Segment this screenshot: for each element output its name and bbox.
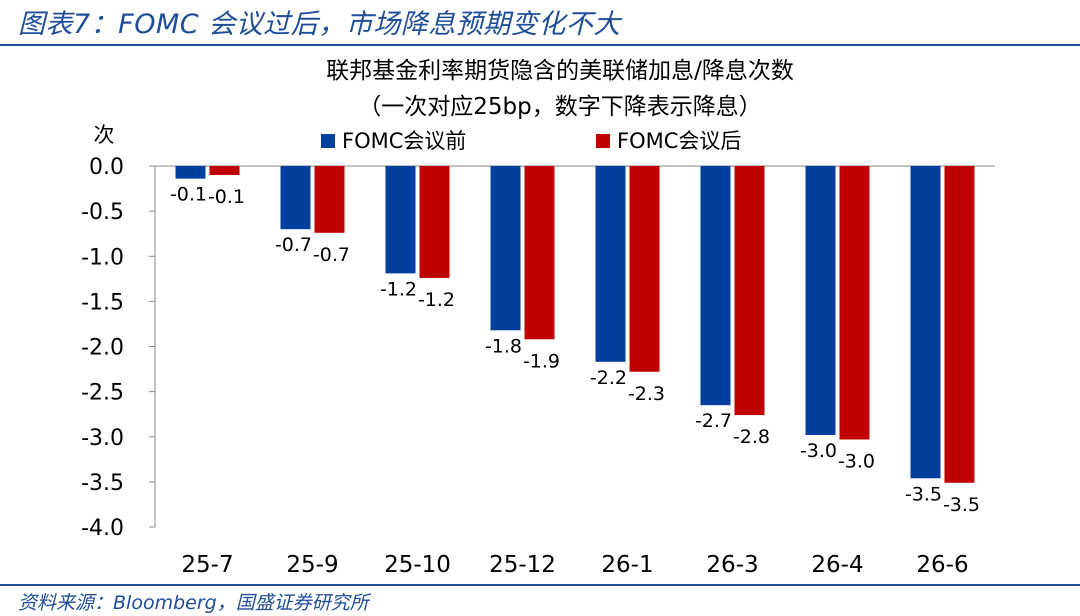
bar-after: [734, 166, 765, 416]
data-label-after: -3.0: [838, 450, 875, 472]
bar-before: [700, 166, 731, 406]
y-tick-label: 0.0: [89, 155, 124, 180]
bar-before: [910, 166, 941, 479]
bar-after: [314, 166, 345, 233]
bar-before: [805, 166, 836, 435]
legend-label-after: FOMC会议后: [617, 129, 741, 153]
x-tick-label: 25-9: [286, 552, 338, 578]
y-tick-label: -3.5: [81, 471, 124, 496]
figure-title: 图表7：FOMC 会议过后，市场降息预期变化不大: [18, 9, 621, 40]
y-tick-label: -0.5: [81, 200, 124, 225]
data-label-before: -1.2: [380, 278, 417, 300]
title-divider: [0, 44, 1080, 46]
bar-chart: 联邦基金利率期货隐含的美联储加息/降息次数 （一次对应25bp，数字下降表示降息…: [81, 58, 995, 578]
y-tick-label: -3.0: [81, 426, 124, 451]
bar-after: [209, 166, 240, 176]
x-tick-label: 25-7: [181, 552, 233, 578]
bar-after: [944, 166, 975, 483]
y-tick-label: -2.5: [81, 381, 124, 406]
data-label-after: -0.1: [208, 186, 245, 208]
footer-divider: [0, 584, 1080, 586]
data-label-before: -1.8: [485, 335, 522, 357]
legend-swatch-after: [596, 134, 610, 148]
bar-after: [419, 166, 450, 278]
x-tick-label: 26-4: [811, 552, 863, 578]
y-tick-label: -4.0: [81, 516, 124, 541]
data-label-after: -2.8: [733, 426, 770, 448]
bar-after: [524, 166, 555, 340]
data-label-after: -2.3: [628, 383, 665, 405]
chart-title: 联邦基金利率期货隐含的美联储加息/降息次数: [326, 58, 794, 84]
x-tick-label: 25-12: [489, 552, 556, 578]
bar-before: [385, 166, 416, 274]
data-label-before: -2.7: [695, 410, 732, 432]
bar-after: [629, 166, 660, 372]
bars: -0.1 -0.1 -0.7 -0.7 -1.2 -1.2 -1.8-1.9 -2.2-2.3…: [170, 166, 980, 516]
chart-subtitle: （一次对应25bp，数字下降表示降息）: [358, 94, 761, 120]
bar-after: [839, 166, 870, 440]
legend-label-before: FOMC会议前: [342, 129, 466, 153]
data-label-after: -0.7: [313, 244, 350, 266]
y-tick-label: -1.0: [81, 245, 124, 270]
x-tick-label: 25-10: [384, 552, 451, 578]
data-label-before: -2.2: [590, 367, 627, 389]
y-axis-label: 次: [94, 123, 115, 147]
data-label-before: -3.5: [905, 483, 942, 505]
x-tick-label: 26-1: [601, 552, 653, 578]
y-ticks: 0.0 -0.5 -1.0 -1.5 -2.0 -2.5 -3.0 -3.5 -4.0: [81, 155, 155, 541]
x-tick-labels: 25-7 25-9 25-10 25-12 26-1 26-3 26-4 26-6: [181, 552, 968, 578]
data-label-after: -1.2: [418, 289, 455, 311]
legend-swatch-before: [321, 134, 335, 148]
data-label-after: -3.5: [943, 494, 980, 516]
data-label-before: -0.1: [170, 184, 207, 206]
bar-before: [280, 166, 311, 230]
y-tick-label: -2.0: [81, 336, 124, 361]
data-label-after: -1.9: [523, 350, 560, 372]
data-label-before: -3.0: [800, 440, 837, 462]
source-note: 资料来源：Bloomberg，国盛证券研究所: [18, 592, 369, 614]
x-tick-label: 26-3: [706, 552, 758, 578]
bar-before: [490, 166, 521, 331]
y-tick-label: -1.5: [81, 290, 124, 315]
legend: FOMC会议前 FOMC会议后: [321, 129, 741, 153]
bar-before: [595, 166, 626, 362]
bar-before: [175, 166, 206, 179]
x-tick-label: 26-6: [916, 552, 968, 578]
data-label-before: -0.7: [275, 234, 312, 256]
